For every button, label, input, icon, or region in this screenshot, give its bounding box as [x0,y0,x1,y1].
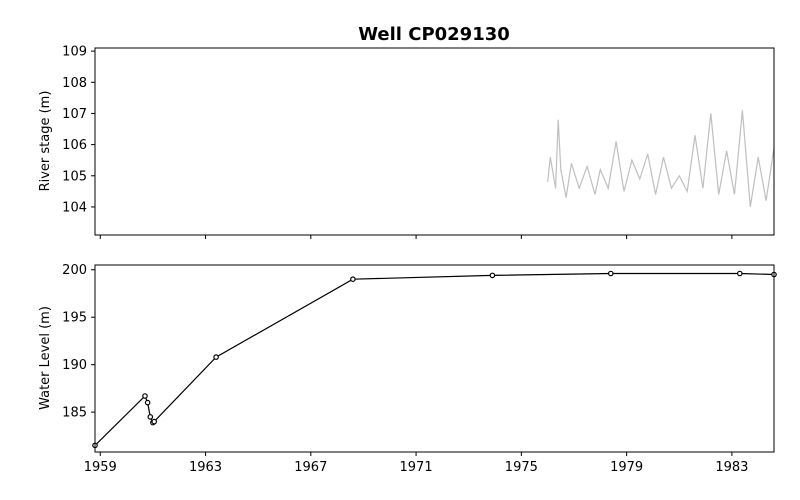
x-tick-label: 1959 [84,460,117,475]
river-stage-series [547,110,775,207]
data-point [142,393,148,399]
river-stage-axes-frame [94,47,775,236]
data-point [489,272,496,279]
water-level-y-label: Water Level (m) [38,306,53,410]
data-point [144,399,151,406]
data-point [213,354,219,360]
x-tick-label: 1967 [294,460,327,475]
x-tick-label: 1975 [505,460,538,475]
river-stage-y-label: River stage (m) [38,91,53,192]
data-point [147,414,154,420]
y-tick-label: 185 [62,406,87,421]
y-tick-label: 107 [62,107,87,122]
data-point [350,276,356,283]
data-point [151,418,158,425]
chart-title: Well CP029130 [358,24,510,45]
data-point [736,270,743,277]
y-tick-label: 108 [62,76,87,91]
x-tick-label: 1979 [610,460,643,475]
water-level-y-ticks: 185 190 195 200 [62,263,95,421]
series-line-0 [94,272,775,446]
y-tick-label: 190 [62,358,87,373]
water-level-x-ticks: 1959 1963 1967 1971 1975 1979 1983 [84,452,748,475]
x-tick-label: 1963 [189,460,222,475]
water-level-series [92,270,777,449]
y-tick-label: 109 [62,45,87,60]
river-stage-x-ticks [99,235,733,239]
data-point [607,270,614,277]
y-tick-label: 105 [62,169,87,184]
water-level-panel: 185 190 195 200 1959 1963 1967 1971 1975 1979 198… [38,263,777,475]
series-line-0 [547,110,775,207]
x-tick-label: 1971 [400,460,433,475]
y-tick-label: 104 [62,200,87,215]
x-tick-label: 1983 [715,460,748,475]
y-tick-label: 195 [62,311,87,326]
y-tick-label: 200 [62,263,87,278]
water-level-axes-frame [94,264,775,453]
river-stage-panel: 104 105 106 107 108 109 River stage (m) [38,45,775,239]
river-stage-y-ticks: 104 105 106 107 108 109 [62,45,95,215]
y-tick-label: 106 [62,138,87,153]
